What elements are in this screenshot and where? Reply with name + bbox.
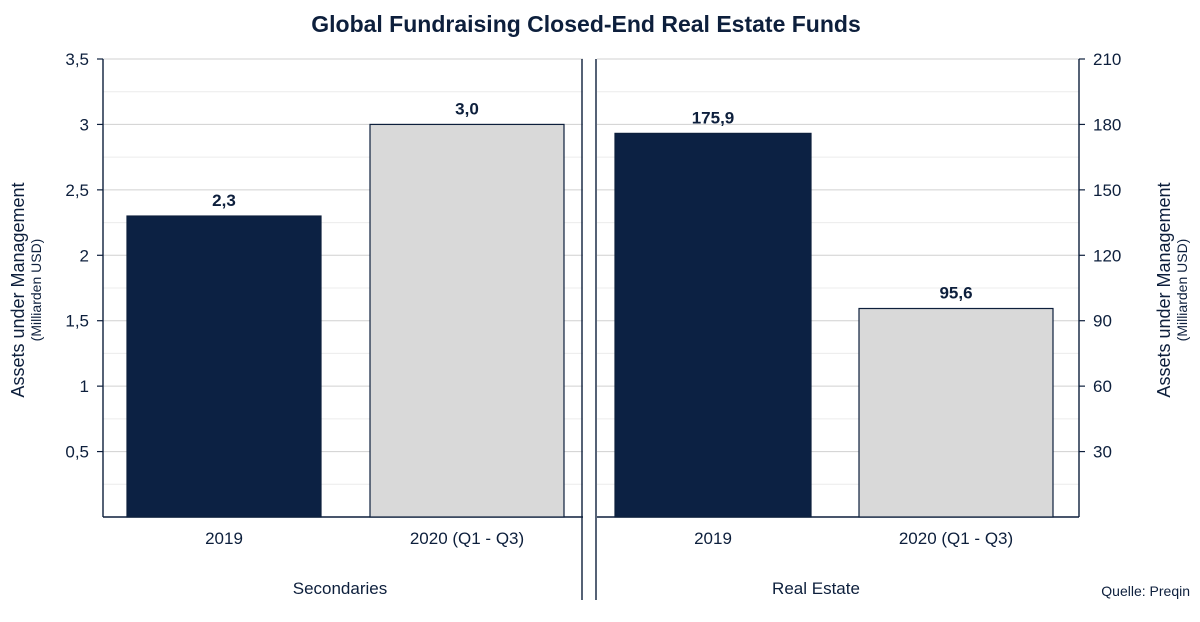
y-axis-subtitle: (Milliarden USD) xyxy=(28,239,44,342)
data-label: 2,3 xyxy=(212,191,236,210)
y-tick-label: 1 xyxy=(80,377,89,396)
y-tick-label: 30 xyxy=(1093,443,1112,462)
y-axis-title: Assets under Management xyxy=(8,182,28,397)
panel-secondaries: 0,5 1 1,5 2 2,5 3 3,5 2,3 2019 3,0 2020 (Q1 - Q3) S… xyxy=(8,50,583,600)
y-tick-label: 150 xyxy=(1093,181,1121,200)
y-tick-label: 60 xyxy=(1093,377,1112,396)
bar-2020-q1-q3 xyxy=(369,123,565,518)
chart-title: Global Fundraising Closed-End Real Estat… xyxy=(311,11,861,37)
y-tick-label: 3 xyxy=(80,115,89,134)
y-tick-label: 90 xyxy=(1093,312,1112,331)
data-label: 3,0 xyxy=(455,99,479,118)
bar-2020-q1-q3 xyxy=(858,307,1054,518)
category-label: 2019 xyxy=(205,529,243,548)
category-label: 2020 (Q1 - Q3) xyxy=(410,529,524,548)
source-note: Quelle: Preqin xyxy=(1101,583,1190,599)
y-tick-label: 0,5 xyxy=(65,443,89,462)
y-tick-label: 180 xyxy=(1093,115,1121,134)
y-tick-label: 2,5 xyxy=(65,181,89,200)
bar-2019 xyxy=(126,215,322,518)
y-axis-subtitle: (Milliarden USD) xyxy=(1174,239,1190,342)
category-label: 2020 (Q1 - Q3) xyxy=(899,529,1013,548)
chart-panels: 0,5 1 1,5 2 2,5 3 3,5 2,3 2019 3,0 2020 (Q1 - Q3) S… xyxy=(8,50,1190,600)
y-tick-label: 1,5 xyxy=(65,312,89,331)
category-label: 2019 xyxy=(694,529,732,548)
group-label: Secondaries xyxy=(293,579,388,598)
y-tick-label: 210 xyxy=(1093,50,1121,69)
panel-real-estate: 30 60 90 120 150 180 210 175,9 2019 95,6 2020 (Q1 … xyxy=(595,50,1190,600)
data-label: 95,6 xyxy=(939,284,972,303)
bar-2019 xyxy=(614,132,812,518)
y-tick-label: 3,5 xyxy=(65,50,89,69)
y-axis-title: Assets under Management xyxy=(1154,182,1174,397)
data-label: 175,9 xyxy=(692,108,735,127)
y-tick-label: 120 xyxy=(1093,246,1121,265)
group-label: Real Estate xyxy=(772,579,860,598)
y-tick-label: 2 xyxy=(80,246,89,265)
